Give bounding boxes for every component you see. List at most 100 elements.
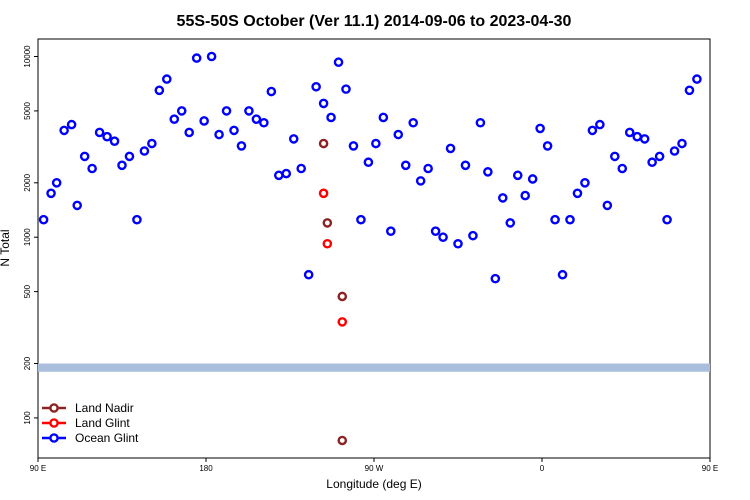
x-tick-label: 90 E bbox=[702, 464, 718, 473]
ocean-glint-point bbox=[341, 84, 351, 94]
ocean-glint-point bbox=[311, 81, 321, 92]
land-nadir-point bbox=[337, 435, 348, 446]
ocean-glint-point bbox=[288, 134, 299, 144]
land-glint-point bbox=[322, 238, 333, 249]
ocean-glint-point bbox=[587, 125, 598, 136]
x-tick-label: 90 E bbox=[30, 464, 46, 473]
x-tick-label: 180 bbox=[199, 464, 213, 473]
ocean-glint-point bbox=[221, 106, 232, 116]
land-glint-point bbox=[337, 317, 348, 327]
ocean-glint-point bbox=[273, 170, 284, 181]
ocean-glint-point bbox=[647, 157, 657, 168]
y-tick-label: 1000 bbox=[23, 228, 32, 246]
ocean-glint-point bbox=[169, 114, 180, 124]
legend-marker-land-glint bbox=[49, 418, 59, 428]
ocean-glint-point bbox=[251, 114, 262, 124]
ocean-glint-point bbox=[385, 226, 396, 236]
ocean-glint-point bbox=[79, 151, 90, 162]
marks-layer bbox=[38, 51, 702, 446]
ocean-glint-point bbox=[176, 106, 187, 116]
ocean-glint-point bbox=[639, 134, 650, 144]
ocean-glint-point bbox=[445, 143, 456, 154]
ocean-glint-point bbox=[229, 125, 239, 136]
ocean-glint-point bbox=[512, 170, 523, 181]
ocean-glint-point bbox=[87, 163, 97, 174]
legend-label-land-nadir: Land Nadir bbox=[75, 401, 134, 415]
ocean-glint-point bbox=[124, 151, 135, 162]
ocean-glint-point bbox=[296, 163, 307, 174]
ocean-glint-point bbox=[542, 141, 553, 151]
ocean-glint-point bbox=[72, 200, 82, 211]
ocean-glint-point bbox=[632, 131, 643, 142]
ocean-glint-point bbox=[580, 178, 590, 188]
ocean-glint-point bbox=[281, 168, 292, 179]
ocean-glint-point bbox=[161, 74, 172, 84]
ocean-glint-point bbox=[595, 119, 605, 130]
y-axis: 100 200 500 1000 2000 5000 10000 bbox=[23, 45, 38, 425]
ocean-glint-point bbox=[565, 214, 575, 225]
ocean-glint-point bbox=[318, 98, 329, 109]
x-axis-label: Longitude (deg E) bbox=[326, 477, 421, 491]
land-nadir-point bbox=[318, 138, 329, 149]
y-tick-label: 2000 bbox=[23, 173, 32, 191]
ocean-glint-point bbox=[59, 125, 69, 136]
ocean-glint-point bbox=[206, 51, 217, 62]
ocean-glint-point bbox=[497, 193, 508, 203]
ocean-glint-point bbox=[378, 112, 389, 123]
ocean-glint-point bbox=[102, 131, 112, 142]
plot-area-frame bbox=[37, 38, 711, 459]
chart-title: 55S-50S October (Ver 11.1) 2014-09-06 to… bbox=[177, 13, 572, 30]
ocean-glint-point bbox=[139, 146, 150, 156]
ocean-glint-point bbox=[236, 141, 247, 151]
land-glint-point bbox=[318, 188, 329, 199]
legend-label-ocean-glint: Ocean Glint bbox=[75, 431, 139, 445]
ocean-glint-point bbox=[430, 226, 441, 236]
ocean-glint-point bbox=[154, 85, 165, 96]
ocean-glint-point bbox=[490, 273, 501, 284]
ocean-glint-point bbox=[572, 188, 583, 199]
ocean-glint-point bbox=[94, 127, 105, 138]
ocean-glint-point bbox=[259, 117, 269, 128]
ocean-glint-point bbox=[109, 136, 120, 146]
ocean-glint-point bbox=[684, 85, 695, 96]
ocean-glint-point bbox=[624, 127, 635, 138]
ocean-glint-point bbox=[117, 160, 127, 171]
y-tick-label: 100 bbox=[23, 411, 32, 425]
ocean-glint-point bbox=[393, 129, 404, 140]
ocean-glint-point bbox=[669, 146, 680, 156]
ocean-glint-point bbox=[147, 138, 157, 149]
ocean-glint-point bbox=[602, 200, 613, 211]
x-tick-label: 90 W bbox=[365, 464, 384, 473]
ocean-glint-point bbox=[557, 269, 568, 280]
legend-marker-land-nadir bbox=[49, 403, 59, 413]
ocean-glint-point bbox=[326, 112, 336, 123]
ocean-glint-point bbox=[453, 238, 463, 249]
legend-label-land-glint: Land Glint bbox=[75, 416, 130, 430]
ocean-glint-point bbox=[415, 176, 426, 186]
ocean-glint-point bbox=[400, 160, 411, 171]
y-tick-label: 5000 bbox=[23, 101, 32, 119]
y-tick-label: 10000 bbox=[23, 45, 32, 68]
ocean-glint-point bbox=[132, 214, 142, 225]
ocean-glint-point bbox=[677, 138, 687, 149]
ocean-glint-point bbox=[520, 190, 531, 201]
ocean-glint-point bbox=[535, 123, 545, 134]
ocean-glint-point bbox=[483, 167, 493, 177]
ocean-glint-point bbox=[191, 53, 202, 63]
ocean-glint-point bbox=[348, 141, 359, 151]
y-axis-label: N Total bbox=[0, 229, 12, 266]
ocean-glint-point bbox=[266, 86, 277, 97]
ocean-glint-point bbox=[363, 157, 374, 168]
ocean-glint-point bbox=[692, 74, 702, 84]
y-tick-label: 200 bbox=[23, 356, 32, 370]
ocean-glint-point bbox=[214, 129, 224, 140]
land-nadir-point bbox=[337, 291, 348, 302]
ocean-glint-point bbox=[51, 178, 62, 188]
legend-marker-ocean-glint bbox=[49, 433, 59, 443]
ocean-glint-point bbox=[303, 269, 314, 280]
ocean-glint-point bbox=[423, 163, 433, 174]
ocean-glint-point bbox=[550, 214, 560, 225]
ocean-glint-point bbox=[438, 232, 448, 243]
ocean-glint-point bbox=[505, 218, 516, 228]
